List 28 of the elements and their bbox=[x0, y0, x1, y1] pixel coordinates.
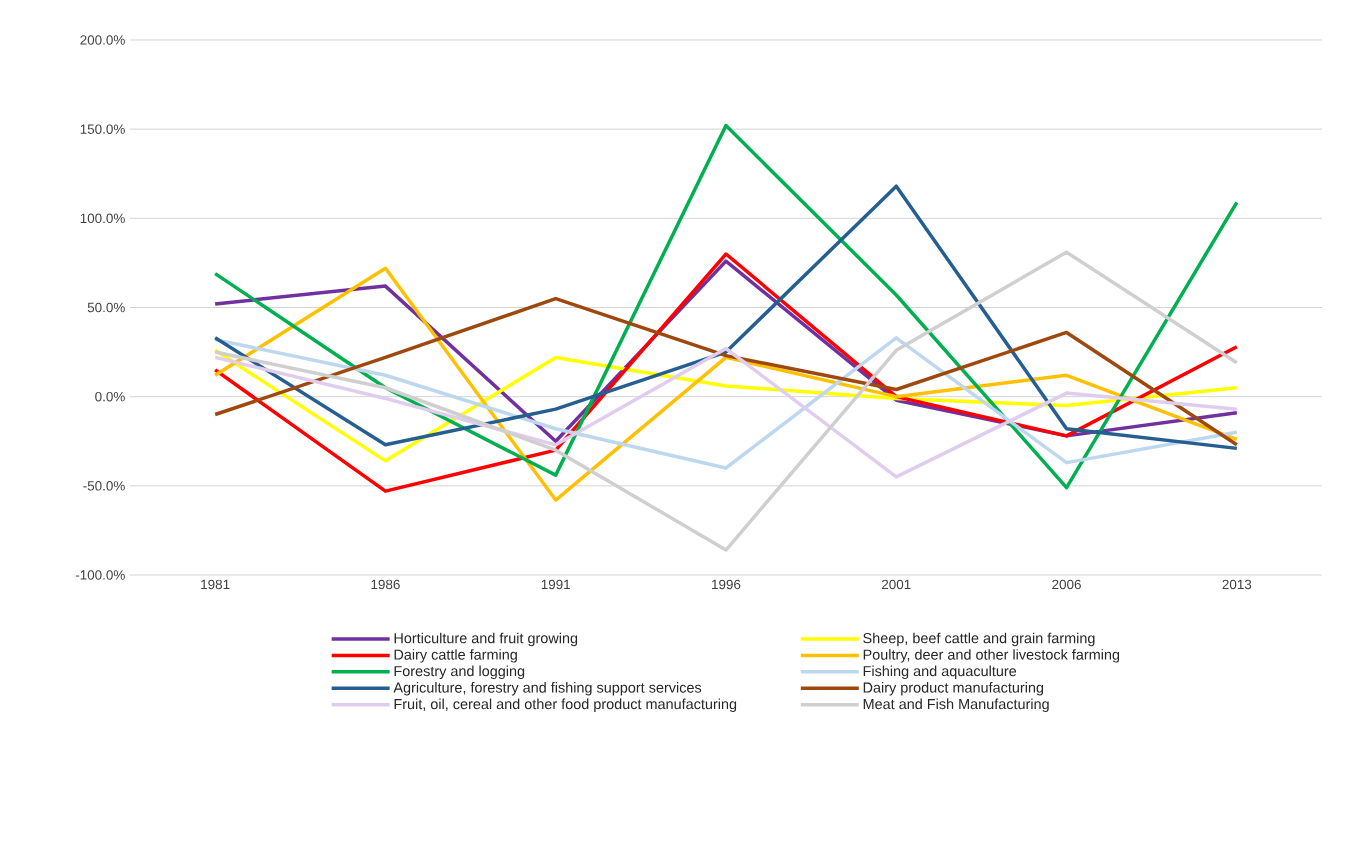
x-tick-label: 1986 bbox=[371, 579, 400, 590]
y-tick-label: 100.0% bbox=[80, 213, 125, 224]
line-series bbox=[213, 184, 1239, 451]
x-tick-label: 2001 bbox=[881, 579, 911, 590]
line-series bbox=[213, 250, 1239, 552]
legend-label: Fruit, oil, cereal and other food product manufacturing bbox=[394, 698, 737, 713]
y-tick-label: 50.0% bbox=[87, 302, 125, 313]
legend-label: Agriculture, forestry and fishing support services bbox=[393, 682, 702, 696]
legend-label: Dairy cattle farming bbox=[394, 649, 517, 663]
legend-label: Horticulture and fruit growing bbox=[394, 632, 578, 647]
legend-label: Poultry, deer and other livestock farming bbox=[863, 649, 1120, 663]
x-tick-label: 1981 bbox=[201, 579, 230, 590]
legend-label: Fishing and aquaculture bbox=[863, 665, 1017, 680]
legend-label: Forestry and logging bbox=[394, 665, 525, 680]
line-series bbox=[213, 123, 1239, 490]
x-tick-label: 1991 bbox=[541, 579, 570, 590]
legend-label: Dairy product manufacturing bbox=[863, 682, 1044, 696]
x-tick-label: 2013 bbox=[1222, 579, 1252, 590]
line-series bbox=[213, 296, 1239, 447]
legend-label: Meat and Fish Manufacturing bbox=[863, 698, 1049, 713]
y-tick-label: -100.0% bbox=[75, 570, 125, 580]
legend-label: Sheep, beef cattle and grain farming bbox=[863, 632, 1095, 647]
y-tick-label: 150.0% bbox=[80, 124, 125, 134]
y-tick-label: 0.0% bbox=[95, 391, 125, 402]
x-tick-label: 2006 bbox=[1052, 579, 1081, 590]
y-tick-label: 200.0% bbox=[80, 35, 125, 45]
x-tick-label: 1996 bbox=[712, 579, 741, 590]
y-tick-label: -50.0% bbox=[83, 481, 125, 491]
